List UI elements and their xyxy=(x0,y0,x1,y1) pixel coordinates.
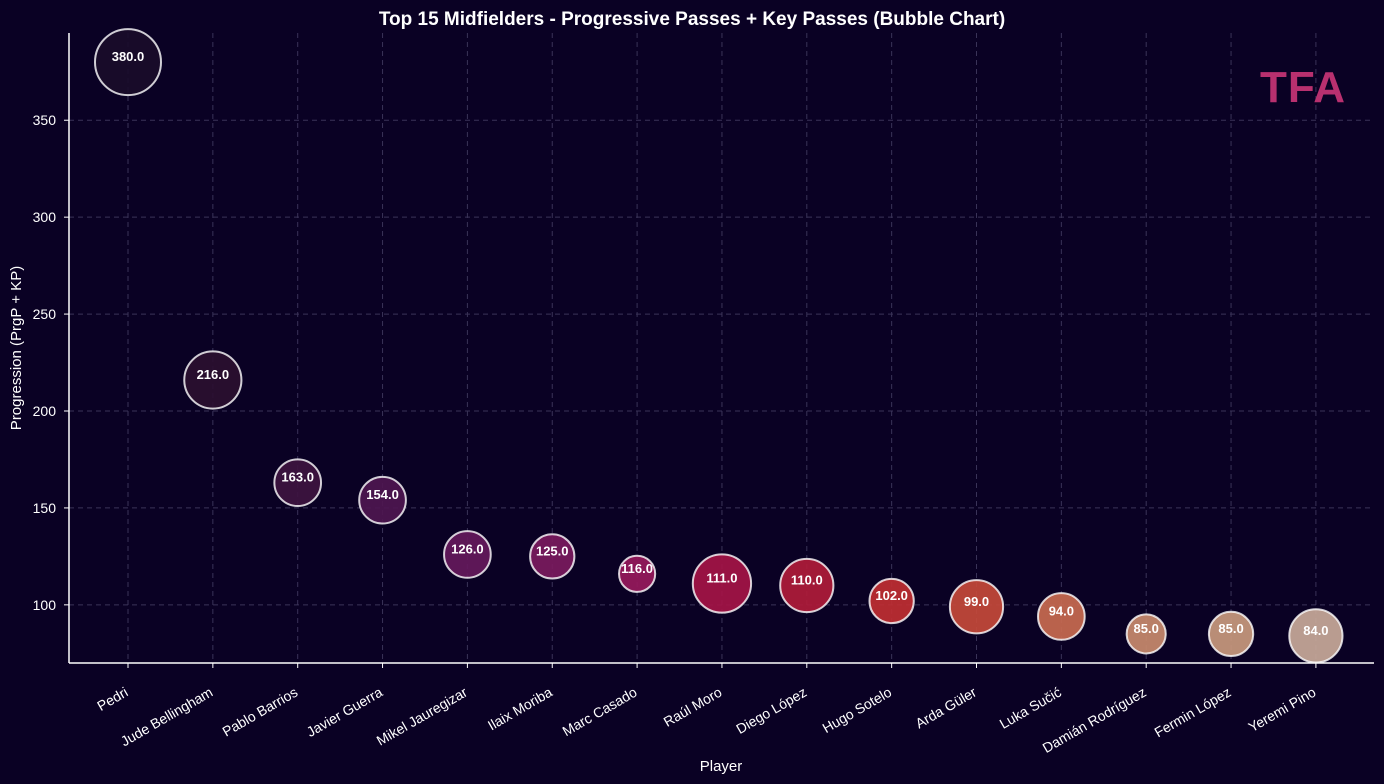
bubble-mikel-jauregizar xyxy=(443,530,492,579)
bubble-ra-l-moro xyxy=(691,553,753,614)
x-tick-label: Luka Sučić xyxy=(997,684,1064,732)
bubble-pablo-barrios xyxy=(273,458,323,508)
y-tick-label: 150 xyxy=(33,500,57,516)
bubble-pedri xyxy=(94,28,162,97)
bubble-marc-casado xyxy=(618,554,657,593)
bubbles xyxy=(94,28,1344,664)
x-tick-label: Pedri xyxy=(94,684,130,714)
data-label: 102.0 xyxy=(875,588,908,603)
x-tick-label: Pablo Barrios xyxy=(219,684,300,740)
y-tick-label: 200 xyxy=(33,403,57,419)
grid-lines xyxy=(69,33,1374,663)
data-label: 163.0 xyxy=(281,470,314,485)
x-tick-label: Hugo Sotelo xyxy=(819,684,894,736)
data-label: 84.0 xyxy=(1303,623,1328,638)
data-label: 94.0 xyxy=(1049,603,1074,618)
data-label: 116.0 xyxy=(621,561,653,576)
x-tick-label: Ilaix Moriba xyxy=(485,684,555,734)
data-labels: 380.0 216.0 163.0 154.0 126.0 125.0 116.0 111.0… xyxy=(112,49,1329,638)
data-label: 85.0 xyxy=(1134,621,1159,636)
bubble-luka-su-i- xyxy=(1037,592,1086,641)
data-label: 85.0 xyxy=(1218,621,1243,636)
data-label: 125.0 xyxy=(536,543,569,558)
bubble-jude-bellingham xyxy=(183,350,243,410)
y-tick-label: 250 xyxy=(33,306,57,322)
bubble-javier-guerra xyxy=(358,475,407,525)
data-label: 111.0 xyxy=(706,571,737,586)
data-label: 110.0 xyxy=(791,572,823,587)
x-tick-label: Marc Casado xyxy=(560,684,640,740)
x-tick-label: Fermin López xyxy=(1151,684,1233,741)
bubble-hugo-sotelo xyxy=(868,577,915,625)
data-label: 126.0 xyxy=(451,541,484,556)
bubble-diego-l-pez xyxy=(779,557,835,614)
tfa-logo: TFA xyxy=(1260,63,1346,112)
x-axis-label: Player xyxy=(700,758,743,775)
data-label: 99.0 xyxy=(964,594,989,609)
x-tick-label: Jude Bellingham xyxy=(118,684,216,750)
y-tick-label: 300 xyxy=(33,209,57,225)
chart-title: Top 15 Midfielders - Progressive Passes … xyxy=(379,9,1005,30)
x-tick-label: Yeremi Pino xyxy=(1246,684,1319,735)
x-tick-label: Javier Guerra xyxy=(304,684,386,740)
x-tick-label: Diego López xyxy=(733,684,809,737)
x-tick-label: Mikel Jauregizar xyxy=(374,684,471,749)
x-tick-label: Arda Güler xyxy=(912,684,979,732)
data-label: 154.0 xyxy=(366,487,399,502)
y-tick-labels: 100 150 200 250 300 350 xyxy=(33,112,69,613)
bubble-fermin-l-pez xyxy=(1207,610,1255,658)
x-tick-label: Raúl Moro xyxy=(661,684,725,730)
y-axis-label: Progression (PrgP + KP) xyxy=(8,266,25,430)
y-tick-label: 100 xyxy=(33,597,57,613)
data-label: 216.0 xyxy=(197,367,230,382)
y-tick-label: 350 xyxy=(33,112,57,128)
bubble-ilaix-moriba xyxy=(529,533,576,580)
bubble-yeremi-pino xyxy=(1288,608,1344,664)
bubble-arda-g-ler xyxy=(948,579,1005,635)
bubble-dami-n-rodr-guez xyxy=(1125,613,1167,655)
data-label: 380.0 xyxy=(112,49,145,64)
